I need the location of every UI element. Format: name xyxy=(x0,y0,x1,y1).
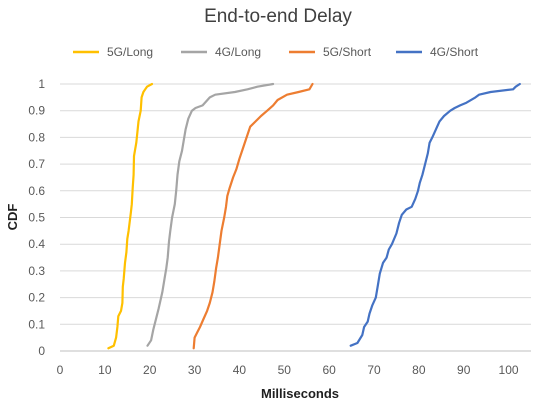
gridlines xyxy=(60,83,531,352)
series-line-3 xyxy=(192,82,314,350)
x-axis-ticks: 0 10 20 30 40 50 60 70 80 90 100 xyxy=(57,363,519,377)
legend-label: 5G/Short xyxy=(323,45,372,59)
y-axis-ticks: 0 0.1 0.2 0.3 0.4 0.5 0.6 0.7 0.8 0.9 1 xyxy=(28,77,45,358)
y-tick-label: 1 xyxy=(38,77,45,91)
series-line-4 xyxy=(349,82,521,347)
legend: 5G/Long 4G/Long 5G/Short 4G/Short xyxy=(73,45,479,59)
y-tick-label: 0.2 xyxy=(28,291,45,305)
legend-label: 5G/Long xyxy=(107,45,153,59)
y-tick-label: 0.5 xyxy=(28,211,45,225)
y-tick-label: 0.4 xyxy=(28,237,45,251)
x-tick-label: 10 xyxy=(98,363,112,377)
x-tick-label: 40 xyxy=(233,363,247,377)
x-tick-label: 30 xyxy=(188,363,202,377)
y-tick-label: 0.3 xyxy=(28,264,45,278)
series-line-2 xyxy=(146,82,275,347)
x-tick-label: 20 xyxy=(143,363,157,377)
y-tick-label: 0.9 xyxy=(28,104,45,118)
x-tick-label: 80 xyxy=(412,363,426,377)
legend-label: 4G/Long xyxy=(215,45,261,59)
x-axis-label: Milliseconds xyxy=(261,386,339,401)
chart-title: End-to-end Delay xyxy=(204,6,352,27)
y-tick-label: 0.1 xyxy=(28,317,45,331)
series-lines xyxy=(107,82,521,350)
x-tick-label: 0 xyxy=(57,363,64,377)
x-tick-label: 50 xyxy=(278,363,292,377)
legend-label: 4G/Short xyxy=(430,45,479,59)
x-tick-label: 90 xyxy=(457,363,471,377)
y-tick-label: 0.7 xyxy=(28,157,45,171)
y-tick-label: 0.8 xyxy=(28,130,45,144)
x-tick-label: 100 xyxy=(499,363,519,377)
y-tick-label: 0.6 xyxy=(28,184,45,198)
y-tick-label: 0 xyxy=(38,344,45,358)
x-tick-label: 70 xyxy=(367,363,381,377)
x-tick-label: 60 xyxy=(322,363,336,377)
y-axis-label: CDF xyxy=(5,204,20,231)
series-line-1 xyxy=(107,82,154,350)
